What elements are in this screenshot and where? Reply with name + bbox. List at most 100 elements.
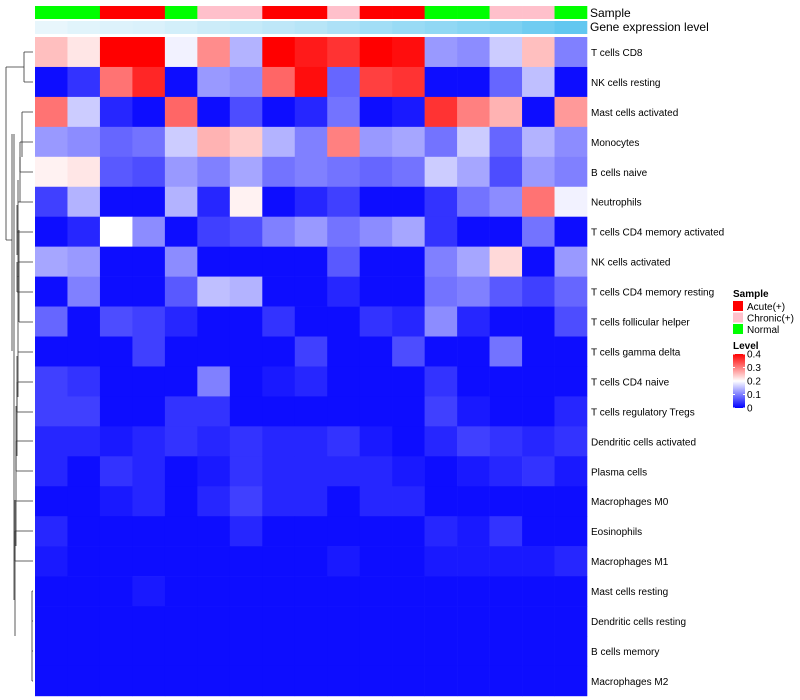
heatmap-cell bbox=[35, 486, 68, 517]
expression-anno-cell bbox=[164, 21, 198, 34]
heatmap-cell bbox=[229, 366, 263, 397]
heatmap-cell bbox=[554, 66, 588, 98]
heatmap-cell bbox=[229, 37, 263, 68]
heatmap-cell bbox=[522, 366, 555, 397]
heatmap-cell bbox=[327, 66, 361, 98]
heatmap-cell bbox=[67, 276, 101, 307]
heatmap-cell bbox=[294, 336, 328, 367]
heatmap-cell bbox=[67, 665, 101, 697]
heatmap-cell bbox=[522, 276, 555, 307]
heatmap-cell bbox=[489, 546, 523, 577]
heatmap-cell bbox=[457, 606, 490, 637]
heatmap-cell bbox=[197, 306, 231, 337]
heatmap-cell bbox=[327, 486, 361, 517]
heatmap-cell bbox=[132, 336, 166, 367]
heatmap-cell bbox=[359, 276, 393, 307]
row-label: Plasma cells bbox=[591, 467, 647, 478]
heatmap-cell bbox=[229, 396, 263, 427]
heatmap-cell bbox=[197, 636, 231, 667]
heatmap-cell bbox=[294, 66, 328, 98]
row-label: Macrophages M2 bbox=[591, 677, 669, 688]
heatmap-cell bbox=[99, 336, 133, 367]
heatmap-cell bbox=[35, 216, 68, 247]
heatmap-cell bbox=[327, 576, 361, 607]
heatmap-cell bbox=[359, 486, 393, 517]
heatmap-cell bbox=[35, 156, 68, 188]
row-label: T cells CD4 naive bbox=[591, 377, 670, 388]
heatmap-cell bbox=[424, 606, 458, 637]
row-label: T cells CD4 memory resting bbox=[591, 288, 714, 299]
heatmap-cell bbox=[197, 426, 231, 457]
heatmap-cell bbox=[424, 396, 458, 427]
heatmap-cell bbox=[197, 606, 231, 637]
heatmap-cell bbox=[132, 366, 166, 397]
legend-entry-label: Chronic(+) bbox=[747, 314, 794, 325]
heatmap-cell bbox=[197, 456, 231, 487]
heatmap-cell bbox=[489, 456, 523, 487]
heatmap-cell bbox=[99, 246, 133, 277]
heatmap-cell bbox=[132, 276, 166, 307]
row-label: T cells regulatory Tregs bbox=[591, 407, 695, 418]
heatmap-cell bbox=[132, 636, 166, 667]
row-label: B cells memory bbox=[591, 647, 659, 658]
heatmap-cell bbox=[294, 276, 328, 307]
heatmap-cell bbox=[67, 636, 101, 667]
heatmap-cell bbox=[132, 606, 166, 637]
heatmap-cell bbox=[229, 336, 263, 367]
heatmap-cell bbox=[164, 665, 198, 697]
colorbar-tick-label: 0.2 bbox=[747, 377, 761, 388]
heatmap-cell bbox=[99, 216, 133, 247]
heatmap-cell bbox=[392, 366, 425, 397]
heatmap-cell bbox=[457, 576, 490, 607]
heatmap-cell bbox=[392, 156, 425, 188]
heatmap-cell bbox=[489, 37, 523, 68]
heatmap-cell bbox=[35, 456, 68, 487]
legend-level-title: Level bbox=[733, 341, 759, 352]
heatmap-cell bbox=[424, 66, 458, 98]
heatmap-cell bbox=[164, 366, 198, 397]
heatmap-cell bbox=[392, 66, 425, 98]
heatmap-cell bbox=[164, 486, 198, 517]
heatmap-cell bbox=[229, 576, 263, 607]
heatmap-cell bbox=[327, 276, 361, 307]
heatmap-cell bbox=[424, 276, 458, 307]
heatmap-cell bbox=[294, 246, 328, 277]
heatmap-cell bbox=[489, 276, 523, 307]
heatmap-cell bbox=[67, 246, 101, 277]
sample-anno-cell bbox=[489, 6, 523, 19]
heatmap-cell bbox=[164, 96, 198, 128]
heatmap-cell bbox=[262, 246, 296, 277]
expression-anno-cell bbox=[67, 21, 101, 34]
row-label: Dendritic cells resting bbox=[591, 617, 686, 628]
heatmap-cell bbox=[164, 576, 198, 607]
heatmap-cell bbox=[522, 456, 555, 487]
heatmap-cell bbox=[359, 426, 393, 457]
heatmap-cell bbox=[35, 126, 68, 158]
heatmap-cell bbox=[457, 665, 490, 697]
heatmap-cell bbox=[67, 216, 101, 247]
sample-anno-cell bbox=[99, 6, 133, 19]
heatmap-cell bbox=[197, 576, 231, 607]
sample-anno-cell bbox=[35, 6, 68, 19]
heatmap-cell bbox=[197, 665, 231, 697]
heatmap-cell bbox=[35, 66, 68, 98]
heatmap-cell bbox=[392, 186, 425, 217]
heatmap-cell bbox=[554, 156, 588, 188]
heatmap-cell bbox=[359, 546, 393, 577]
heatmap-cell bbox=[327, 516, 361, 547]
heatmap-cell bbox=[359, 665, 393, 697]
heatmap-cell bbox=[522, 486, 555, 517]
heatmap-cell bbox=[197, 486, 231, 517]
heatmap-cell bbox=[392, 306, 425, 337]
heatmap-cell bbox=[554, 306, 588, 337]
heatmap-cell bbox=[457, 396, 490, 427]
heatmap-cell bbox=[132, 126, 166, 158]
heatmap-cell bbox=[229, 486, 263, 517]
heatmap-cell bbox=[164, 276, 198, 307]
heatmap-cell bbox=[489, 516, 523, 547]
heatmap-cell bbox=[197, 126, 231, 158]
heatmap-cell bbox=[35, 276, 68, 307]
heatmap-cell bbox=[67, 516, 101, 547]
heatmap-cell bbox=[99, 366, 133, 397]
sample-anno-cell bbox=[262, 6, 296, 19]
